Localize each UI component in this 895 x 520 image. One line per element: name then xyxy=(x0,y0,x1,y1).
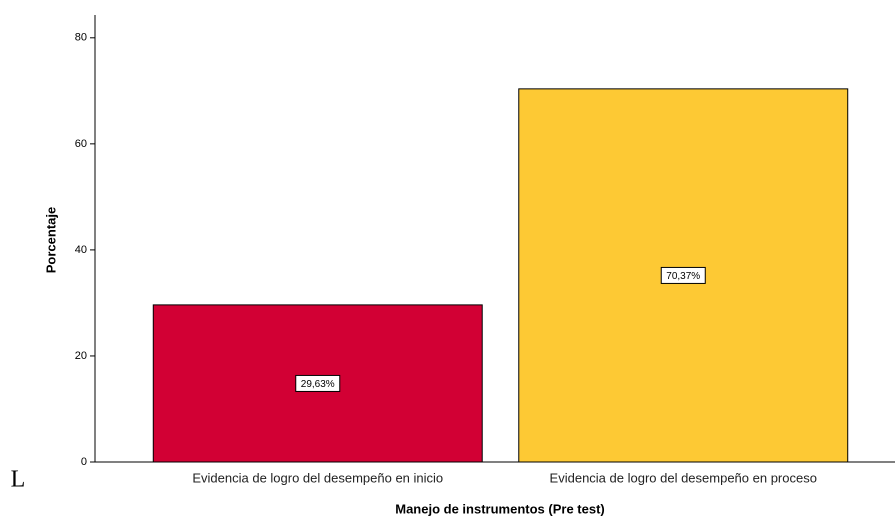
y-tick-label: 20 xyxy=(75,350,87,362)
y-tick-label: 0 xyxy=(81,456,87,468)
y-axis-title: Porcentaje xyxy=(43,207,58,273)
y-tick-label: 40 xyxy=(75,244,87,256)
value-label: 29,63% xyxy=(301,379,335,390)
annotation: L xyxy=(11,467,26,493)
value-label-box xyxy=(295,374,341,392)
x-tick-label: Evidencia de logro del desempeño en inic… xyxy=(192,470,443,485)
y-tick-label: 60 xyxy=(75,138,87,150)
x-axis-title: Manejo de instrumentos (Pre test) xyxy=(395,501,604,516)
value-label: 70,37% xyxy=(666,271,700,282)
y-tick-label: 80 xyxy=(75,32,87,44)
value-label-box xyxy=(660,266,706,284)
x-tick-label: Evidencia de logro del desempeño en proc… xyxy=(550,470,817,485)
